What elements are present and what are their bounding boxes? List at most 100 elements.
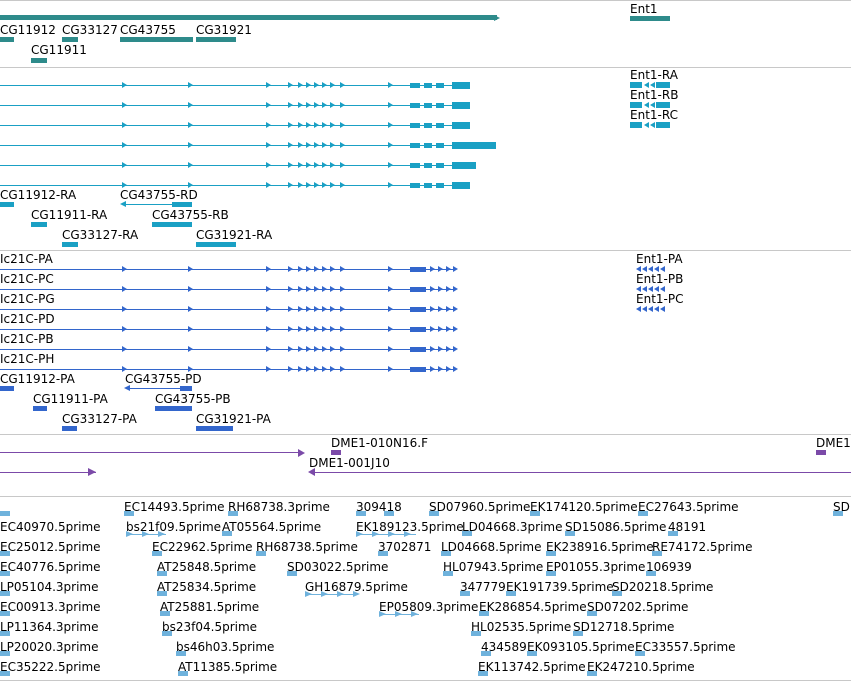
exon[interactable]	[410, 143, 420, 148]
est-feature[interactable]	[587, 671, 597, 676]
transcript-bar-ent1[interactable]	[630, 102, 642, 108]
est-feature[interactable]	[652, 551, 662, 556]
exon[interactable]	[436, 183, 444, 188]
exon[interactable]	[424, 163, 432, 168]
exon[interactable]	[656, 102, 670, 108]
exon[interactable]	[436, 163, 444, 168]
exon[interactable]	[410, 267, 426, 272]
exon[interactable]	[410, 287, 426, 292]
est-feature[interactable]	[162, 631, 172, 636]
exon[interactable]	[410, 367, 426, 372]
protein-bar-cg31921-pa[interactable]	[196, 426, 233, 431]
exon[interactable]	[424, 103, 432, 108]
est-feature[interactable]	[178, 671, 188, 676]
exon[interactable]	[424, 183, 432, 188]
gene-bar-ent1[interactable]	[630, 16, 670, 21]
est-feature[interactable]	[565, 531, 575, 536]
est-feature[interactable]	[256, 551, 266, 556]
est-feature[interactable]	[356, 511, 366, 516]
transcript-bar-cg31921-ra[interactable]	[196, 242, 236, 247]
exon[interactable]	[656, 82, 670, 88]
est-feature[interactable]	[462, 531, 472, 536]
protein-bar-cg43755-pd[interactable]	[180, 386, 192, 391]
exon[interactable]	[410, 183, 420, 188]
exon[interactable]	[424, 83, 432, 88]
est-feature[interactable]	[429, 511, 439, 516]
transcript-bar-ent1[interactable]	[630, 122, 642, 128]
transcript-bar-ent1[interactable]	[630, 82, 642, 88]
est-feature[interactable]	[228, 511, 238, 516]
est-feature[interactable]	[635, 651, 645, 656]
est-feature[interactable]	[0, 651, 10, 656]
exon[interactable]	[452, 162, 476, 169]
est-feature[interactable]	[527, 651, 537, 656]
exon[interactable]	[436, 143, 444, 148]
protein-bar-cg43755-pb[interactable]	[155, 406, 192, 411]
exon[interactable]	[452, 182, 470, 189]
gene-bar-cg11912[interactable]	[0, 37, 14, 42]
transcript-bar-cg43755-rb[interactable]	[152, 222, 192, 227]
exon[interactable]	[410, 83, 420, 88]
exon[interactable]	[410, 123, 420, 128]
exon[interactable]	[436, 123, 444, 128]
protein-bar-cg11912-pa[interactable]	[0, 386, 14, 391]
clone-bar-dme1[interactable]	[816, 450, 826, 455]
est-feature[interactable]	[833, 511, 843, 516]
exon[interactable]	[656, 122, 670, 128]
clone-bar-dme1-010n16f[interactable]	[331, 450, 341, 455]
exon[interactable]	[410, 347, 426, 352]
clone-end-marker-icon[interactable]	[88, 468, 96, 476]
est-feature[interactable]	[668, 531, 678, 536]
est-feature[interactable]	[378, 551, 388, 556]
est-feature[interactable]	[443, 571, 453, 576]
exon[interactable]	[452, 82, 470, 89]
est-feature[interactable]	[0, 611, 10, 616]
clone-end-marker-icon[interactable]	[308, 468, 315, 476]
gene-bar-cg31921[interactable]	[196, 37, 236, 42]
exon[interactable]	[436, 103, 444, 108]
protein-bar-cg11911-pa[interactable]	[33, 406, 47, 411]
protein-bar-cg33127-pa[interactable]	[62, 426, 77, 431]
est-feature[interactable]	[441, 551, 451, 556]
transcript-bar-cg11912-ra[interactable]	[0, 202, 14, 207]
exon[interactable]	[452, 142, 496, 149]
est-feature[interactable]	[587, 611, 597, 616]
est-feature[interactable]	[506, 591, 516, 596]
est-feature[interactable]	[160, 611, 170, 616]
est-feature[interactable]	[479, 611, 489, 616]
est-feature[interactable]	[157, 591, 167, 596]
gene-bar-cg11911[interactable]	[31, 58, 47, 63]
transcript-bar-cg11911-ra[interactable]	[31, 222, 47, 227]
exon[interactable]	[436, 83, 444, 88]
exon[interactable]	[452, 122, 470, 129]
gene-bar-cg43755[interactable]	[120, 37, 193, 42]
exon[interactable]	[424, 123, 432, 128]
est-feature[interactable]	[384, 511, 394, 516]
transcript-bar-cg33127-ra[interactable]	[62, 242, 78, 247]
est-feature[interactable]	[0, 631, 10, 636]
est-feature[interactable]	[460, 591, 470, 596]
exon[interactable]	[410, 103, 420, 108]
est-feature[interactable]	[546, 551, 556, 556]
est-feature[interactable]	[0, 571, 10, 576]
est-feature[interactable]	[573, 631, 583, 636]
est-feature[interactable]	[0, 671, 10, 676]
clone-end-marker-icon[interactable]	[298, 449, 305, 457]
transcript-bar-cg43755-rd[interactable]	[172, 202, 192, 207]
gene-bar-ic21c[interactable]	[0, 15, 497, 20]
est-feature[interactable]	[0, 511, 10, 516]
est-feature[interactable]	[152, 551, 162, 556]
est-feature[interactable]	[478, 671, 488, 676]
exon[interactable]	[424, 143, 432, 148]
est-feature[interactable]	[612, 591, 622, 596]
est-feature[interactable]	[176, 651, 186, 656]
est-feature[interactable]	[124, 511, 134, 516]
est-feature[interactable]	[481, 651, 491, 656]
exon[interactable]	[452, 102, 470, 109]
gene-bar-cg33127[interactable]	[62, 37, 78, 42]
est-feature[interactable]	[546, 571, 556, 576]
est-feature[interactable]	[638, 511, 648, 516]
exon[interactable]	[410, 307, 426, 312]
exon[interactable]	[410, 327, 426, 332]
